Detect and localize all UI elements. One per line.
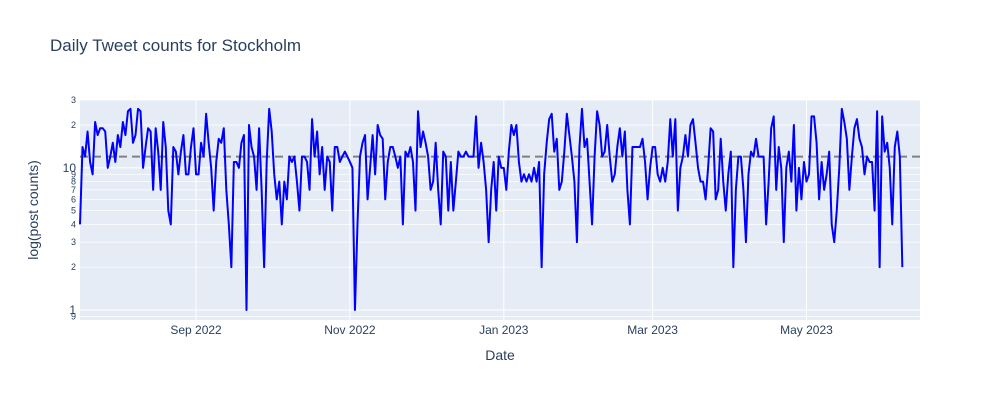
x-tick-label: Jan 2023 bbox=[479, 323, 529, 337]
x-tick-label: Sep 2022 bbox=[170, 323, 222, 337]
y-minor-tick-label: 3 bbox=[71, 237, 76, 247]
y-minor-tick-label: 2 bbox=[71, 120, 76, 130]
y-minor-tick-label: 9 bbox=[71, 169, 76, 179]
chart-title: Daily Tweet counts for Stockholm bbox=[50, 36, 301, 55]
y-minor-tick-label: 5 bbox=[71, 206, 76, 216]
x-tick-label: May 2023 bbox=[780, 323, 833, 337]
x-tick-label: Mar 2023 bbox=[627, 323, 678, 337]
series-line bbox=[79, 107, 904, 311]
y-minor-tick-label: 8 bbox=[71, 177, 76, 187]
grid bbox=[80, 99, 920, 320]
y-minor-tick-label: 7 bbox=[71, 185, 76, 195]
y-tick-label: 1 bbox=[69, 303, 76, 317]
y-tick-label: 10 bbox=[63, 161, 77, 175]
y-minor-tick-label: 9 bbox=[71, 311, 76, 321]
x-axis-title: Date bbox=[485, 347, 515, 363]
y-axis-title: log(post counts) bbox=[25, 160, 41, 260]
y-minor-tick-label: 3 bbox=[71, 95, 76, 105]
plot-background bbox=[80, 100, 920, 320]
x-tick-label: Nov 2022 bbox=[324, 323, 376, 337]
y-minor-tick-label: 2 bbox=[71, 262, 76, 272]
y-minor-tick-label: 6 bbox=[71, 194, 76, 204]
series-group bbox=[79, 107, 904, 311]
y-minor-tick-label: 4 bbox=[71, 219, 76, 229]
